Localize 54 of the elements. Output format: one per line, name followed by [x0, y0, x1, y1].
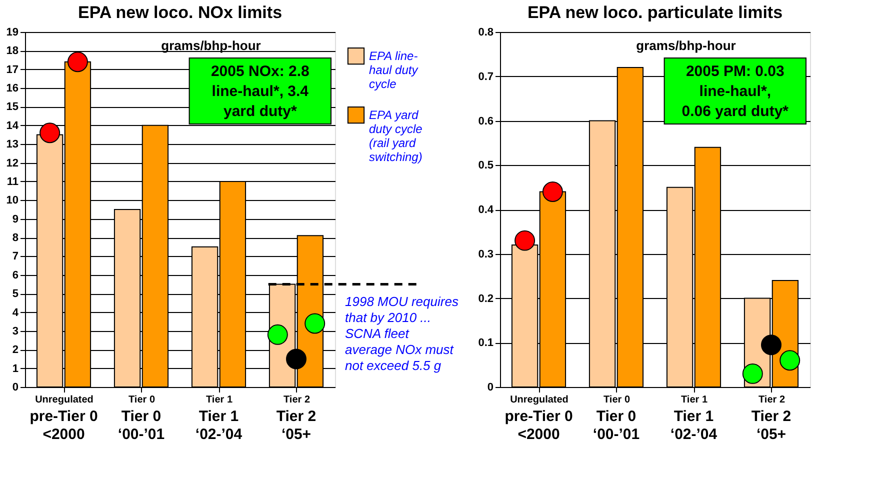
y-tick-label: 0.1 [478, 337, 494, 350]
x-tick-label: Tier 2 [758, 394, 786, 406]
chart-title: EPA new loco. particulate limits [527, 3, 783, 22]
text: Tier 2 ‘05+ [751, 408, 792, 443]
chart-title: EPA new loco. NOx limits [78, 3, 282, 22]
y-tick-label: 3 [12, 325, 18, 338]
y-tick-label: 10 [6, 194, 18, 207]
text: Tier 0 ‘00-’01 [592, 408, 640, 443]
y-tick-label: 0 [12, 382, 18, 394]
legend-label: EPA line-haul duty cycle [369, 49, 419, 91]
annotation: 2005 PM: 0.03 line-haul*, 0.06 yard duty* [682, 63, 789, 120]
annotation: grams/bhp-hour [161, 38, 261, 53]
text: pre-Tier 0 <2000 [30, 408, 98, 443]
y-tick-label: 7 [12, 250, 18, 263]
y-tick-label: 19 [6, 26, 18, 38]
y-tick-label: 0.7 [478, 70, 494, 83]
x-tick-label: Tier 2 [284, 394, 310, 406]
y-tick-label: 8 [12, 232, 18, 244]
x-tick-label: Tier 0 [128, 394, 156, 406]
y-tick-label: 18 [6, 45, 18, 58]
y-tick-label: 0.5 [478, 160, 494, 172]
y-tick-label: 2 [12, 344, 18, 356]
ref-line-label: 1998 MOU requires that by 2010 ... SCNA fleet average NOx must not exceed 5.5 g [345, 294, 459, 374]
y-tick-label: 0.3 [478, 248, 494, 260]
x-tick-label: Tier 1 [681, 394, 708, 406]
y-tick-label: 0 [487, 382, 494, 394]
y-tick-label: 0.8 [478, 26, 494, 38]
x-tick-label: Tier 1 [206, 394, 233, 406]
text: Tier 2 ‘05+ [276, 408, 316, 443]
y-tick-label: 11 [6, 176, 18, 188]
text: Tier 0 ‘00-’01 [118, 408, 165, 443]
y-tick-label: 17 [6, 64, 18, 76]
x-tick-label: Unregulated [35, 394, 94, 406]
annotation: 2005 NOx: 2.8 line-haul*, 3.4 yard duty* [210, 63, 310, 120]
y-tick-label: 0.4 [478, 204, 494, 216]
y-tick-label: 6 [12, 269, 18, 282]
y-tick-label: 5 [12, 288, 18, 300]
text: pre-Tier 0 <2000 [504, 408, 573, 443]
y-tick-label: 4 [12, 306, 20, 319]
text: Tier 1 ‘02-’04 [195, 408, 243, 443]
y-tick-label: 1 [12, 362, 18, 375]
y-tick-label: 14 [6, 120, 20, 132]
y-tick-label: 16 [6, 82, 18, 95]
y-tick-label: 13 [6, 138, 18, 151]
text: Tier 1 ‘02-’04 [670, 408, 718, 443]
legend-label: EPA yard duty cycle (rail yard switching) [369, 108, 423, 164]
y-tick-label: 0.2 [478, 292, 494, 305]
y-tick-label: 15 [6, 101, 18, 114]
y-tick-label: 0.6 [478, 115, 494, 128]
y-tick-label: 9 [12, 213, 18, 226]
y-tick-label: 12 [6, 157, 18, 170]
x-tick-label: Tier 0 [604, 394, 630, 406]
annotation: grams/bhp-hour [636, 38, 736, 53]
x-tick-label: Unregulated [510, 394, 568, 406]
